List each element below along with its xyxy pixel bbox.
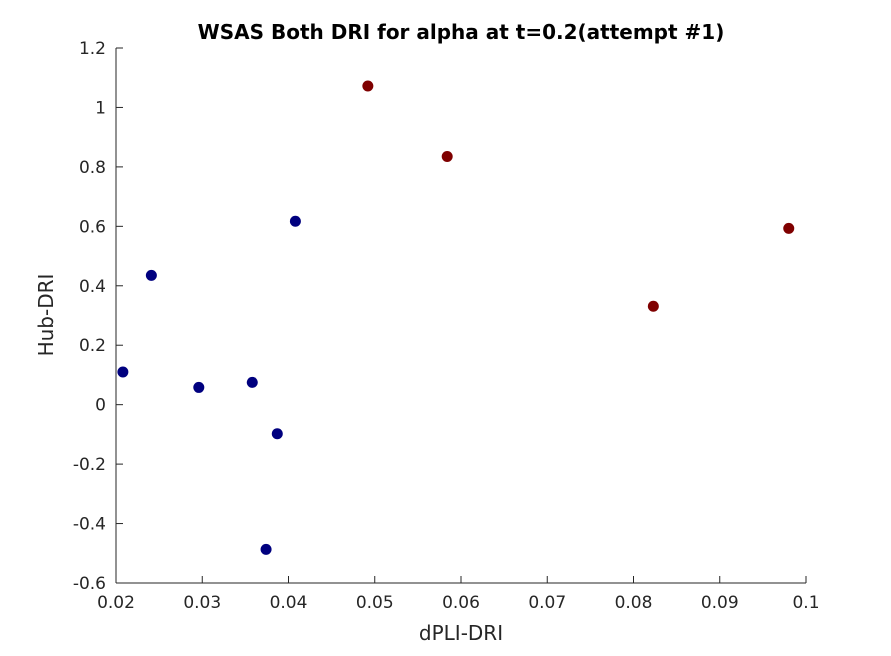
- data-points: [117, 80, 795, 555]
- y-tick-label: -0.6: [73, 574, 106, 594]
- data-point: [783, 222, 795, 234]
- data-point: [647, 300, 659, 312]
- axes: [115, 48, 806, 584]
- x-tick-label: 0.08: [615, 593, 653, 613]
- data-point: [246, 376, 258, 388]
- y-tick-label: 0.6: [79, 217, 106, 237]
- x-tick-label: 0.09: [701, 593, 739, 613]
- data-point: [145, 269, 157, 281]
- y-tick-label: 1: [95, 98, 106, 118]
- x-tick-label: 0.03: [183, 593, 221, 613]
- y-tick-label: 1.2: [79, 39, 106, 59]
- x-ticks: 0.02 0.03 0.04 0.05 0.06 0.07 0.08 0.09 0.1: [97, 576, 820, 613]
- x-tick-label: 0.05: [356, 593, 394, 613]
- data-point: [117, 366, 129, 378]
- data-point: [193, 381, 205, 393]
- x-tick-label: 0.04: [270, 593, 308, 613]
- y-tick-label: 0.4: [79, 277, 106, 297]
- data-point: [271, 428, 283, 440]
- data-point: [441, 150, 453, 162]
- y-tick-label: 0.2: [79, 336, 106, 356]
- data-point: [260, 543, 272, 555]
- y-tick-label: -0.2: [73, 455, 106, 475]
- y-tick-label: -0.4: [73, 515, 106, 535]
- chart-title: WSAS Both DRI for alpha at t=0.2(attempt…: [198, 20, 725, 44]
- y-ticks: -0.6 -0.4 -0.2 0 0.2 0.4 0.6 0.8 1 1.2: [73, 39, 123, 594]
- y-tick-label: 0.8: [79, 158, 106, 178]
- x-axis-label: dPLI-DRI: [419, 621, 503, 645]
- x-tick-label: 0.02: [97, 593, 135, 613]
- x-tick-label: 0.06: [442, 593, 480, 613]
- x-tick-label: 0.07: [528, 593, 566, 613]
- x-tick-label: 0.1: [792, 593, 819, 613]
- y-tick-label: 0: [95, 396, 106, 416]
- data-point: [362, 80, 374, 92]
- y-axis-label: Hub-DRI: [34, 274, 58, 357]
- data-point: [289, 215, 301, 227]
